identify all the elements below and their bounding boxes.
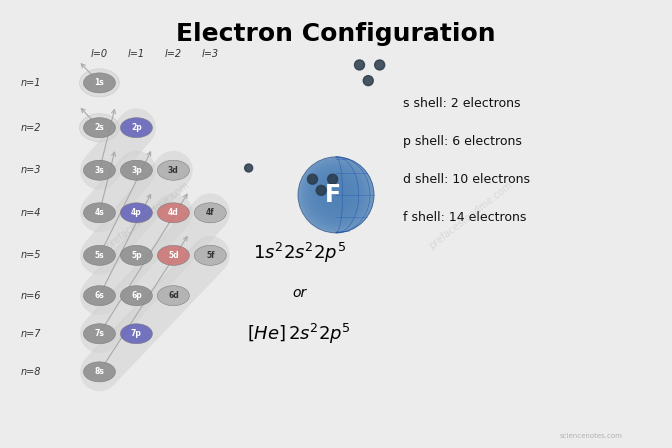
- Text: l=1: l=1: [128, 49, 145, 59]
- Text: 6p: 6p: [131, 291, 142, 300]
- Circle shape: [310, 169, 362, 221]
- Circle shape: [302, 161, 370, 229]
- Ellipse shape: [120, 203, 153, 223]
- Ellipse shape: [194, 246, 226, 265]
- Text: prefacestoadme.com: prefacestoadme.com: [427, 179, 514, 251]
- Ellipse shape: [157, 203, 190, 223]
- Text: l=2: l=2: [165, 49, 182, 59]
- Text: p shell: 6 electrons: p shell: 6 electrons: [403, 134, 522, 148]
- Circle shape: [328, 174, 337, 184]
- Text: 4p: 4p: [131, 208, 142, 217]
- Text: n=3: n=3: [20, 165, 41, 175]
- Text: 7p: 7p: [131, 329, 142, 338]
- Text: d shell: 10 electrons: d shell: 10 electrons: [403, 172, 530, 186]
- Circle shape: [303, 162, 369, 228]
- Text: 4d: 4d: [168, 208, 179, 217]
- Ellipse shape: [194, 203, 226, 223]
- Circle shape: [308, 174, 317, 184]
- Circle shape: [307, 166, 365, 224]
- Text: n=8: n=8: [20, 367, 41, 377]
- Text: 5s: 5s: [95, 251, 104, 260]
- Text: 6s: 6s: [95, 291, 104, 300]
- Ellipse shape: [157, 246, 190, 265]
- Text: n=2: n=2: [20, 123, 41, 133]
- Text: Electron Configuration: Electron Configuration: [176, 22, 496, 47]
- Text: l=3: l=3: [202, 49, 219, 59]
- Text: 1s: 1s: [95, 78, 104, 87]
- Text: 4s: 4s: [95, 208, 104, 217]
- Text: n=1: n=1: [20, 78, 41, 88]
- Circle shape: [375, 60, 384, 70]
- Circle shape: [355, 60, 364, 70]
- Text: s shell: 2 electrons: s shell: 2 electrons: [403, 96, 521, 110]
- Circle shape: [298, 157, 374, 233]
- Circle shape: [306, 165, 366, 225]
- Text: 2p: 2p: [131, 123, 142, 132]
- Ellipse shape: [83, 160, 116, 180]
- Ellipse shape: [79, 114, 120, 142]
- Circle shape: [308, 168, 364, 222]
- Ellipse shape: [120, 286, 153, 306]
- Text: l=0: l=0: [91, 49, 108, 59]
- Circle shape: [319, 178, 353, 212]
- Text: 2s: 2s: [95, 123, 104, 132]
- Text: f shell: 14 electrons: f shell: 14 electrons: [403, 211, 527, 224]
- Text: $1s^{2}2s^{2}2p^{5}$: $1s^{2}2s^{2}2p^{5}$: [253, 241, 345, 265]
- Text: 3s: 3s: [95, 166, 104, 175]
- Circle shape: [314, 172, 358, 217]
- Text: 8s: 8s: [95, 367, 104, 376]
- Circle shape: [311, 170, 361, 220]
- Circle shape: [245, 164, 253, 172]
- Text: 5d: 5d: [168, 251, 179, 260]
- Circle shape: [298, 157, 374, 233]
- Text: F: F: [325, 183, 341, 207]
- Ellipse shape: [83, 286, 116, 306]
- Circle shape: [364, 76, 373, 86]
- Ellipse shape: [120, 246, 153, 265]
- Ellipse shape: [157, 286, 190, 306]
- Circle shape: [317, 185, 326, 195]
- Text: 3p: 3p: [131, 166, 142, 175]
- Text: n=7: n=7: [20, 329, 41, 339]
- Ellipse shape: [83, 118, 116, 138]
- Ellipse shape: [83, 73, 116, 93]
- Text: 7s: 7s: [95, 329, 104, 338]
- Ellipse shape: [83, 246, 116, 265]
- Ellipse shape: [83, 203, 116, 223]
- Circle shape: [317, 175, 355, 215]
- Text: n=4: n=4: [20, 208, 41, 218]
- Text: 3d: 3d: [168, 166, 179, 175]
- Ellipse shape: [83, 362, 116, 382]
- Circle shape: [299, 158, 373, 232]
- Text: 6d: 6d: [168, 291, 179, 300]
- Text: n=5: n=5: [20, 250, 41, 260]
- Circle shape: [312, 171, 360, 219]
- Ellipse shape: [79, 69, 120, 97]
- Text: 4f: 4f: [206, 208, 214, 217]
- Ellipse shape: [120, 118, 153, 138]
- Text: 5p: 5p: [131, 251, 142, 260]
- Text: n=6: n=6: [20, 291, 41, 301]
- Circle shape: [304, 164, 368, 226]
- Ellipse shape: [120, 324, 153, 344]
- Circle shape: [315, 174, 357, 216]
- Text: sciencenotes.com: sciencenotes.com: [560, 433, 623, 439]
- Ellipse shape: [157, 160, 190, 180]
- Text: $[He]\,2s^{2}2p^{5}$: $[He]\,2s^{2}2p^{5}$: [247, 322, 351, 346]
- Text: or: or: [292, 286, 306, 301]
- Circle shape: [318, 177, 354, 213]
- Text: 5f: 5f: [206, 251, 214, 260]
- Text: prefacestoadme.com: prefacestoadme.com: [104, 179, 192, 251]
- Ellipse shape: [120, 160, 153, 180]
- Ellipse shape: [83, 324, 116, 344]
- Circle shape: [300, 159, 372, 230]
